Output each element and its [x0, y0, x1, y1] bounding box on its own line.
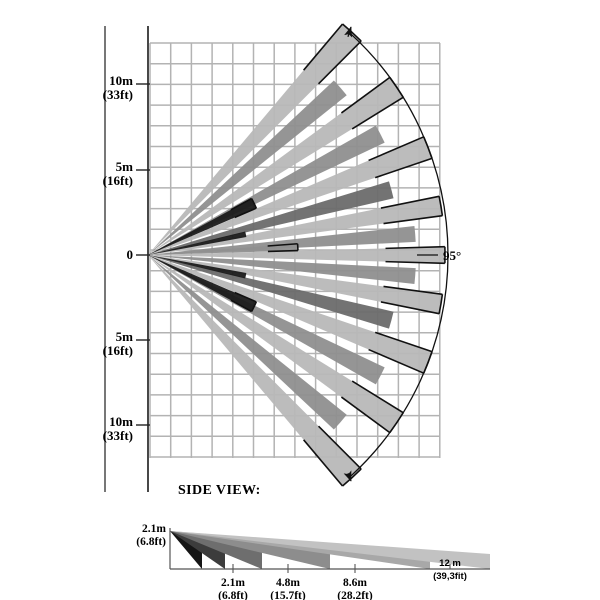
short-range-beams	[148, 197, 299, 313]
y-axis-label-imperial: (33ft)	[103, 428, 133, 443]
short-beam-wedge-edge	[230, 299, 252, 313]
beam-wedge-edge	[385, 260, 445, 265]
arc-arrow-top	[344, 26, 353, 38]
side-view-distance-imperial: (28.2ft)	[337, 590, 373, 600]
side-view-section: 2.1m(6.8ft)2.1m(6.8ft)4.8m(15.7ft)8.6m(2…	[136, 523, 490, 600]
short-beam-wedge-edge	[230, 197, 252, 211]
short-beam-wedge-edge	[234, 207, 257, 219]
beam-wedge	[148, 255, 362, 487]
y-axis-label-metric: 5m	[116, 159, 134, 174]
short-beam-wedge	[148, 255, 257, 312]
side-view-wedge	[170, 531, 490, 569]
side-view-wedge	[170, 531, 330, 569]
beam-wedge-edge	[380, 301, 440, 315]
y-axis-label-metric: 0	[127, 247, 134, 262]
y-axis-label-imperial: (16ft)	[103, 343, 133, 358]
beam-wedge	[148, 255, 347, 430]
side-view-wedge	[170, 531, 430, 569]
short-beam-wedge	[148, 243, 298, 255]
side-view-distance-imperial: (6.8ft)	[218, 590, 248, 600]
beam-wedge	[148, 226, 416, 255]
beam-wedge-edge	[317, 425, 362, 470]
y-axis-label-metric: 10m	[109, 73, 133, 88]
beam-wedge	[148, 136, 432, 255]
side-view-height-metric: 2.1m	[142, 523, 166, 535]
side-view-distance-metric: 2.1m	[221, 577, 245, 589]
beam-wedge	[148, 246, 445, 264]
arc-arrow-bottom	[343, 470, 352, 482]
beam-wedge-edge	[340, 396, 391, 434]
short-beam-wedge	[148, 198, 257, 255]
short-beam-wedge	[148, 231, 247, 255]
beam-wedge-edge	[368, 136, 425, 162]
side-view-distance-metric: 8.6m	[343, 577, 367, 589]
detection-beams	[148, 23, 446, 487]
beam-wedge-edge	[374, 157, 433, 179]
y-axis-label-metric: 5m	[116, 329, 134, 344]
beam-wedge-edge	[340, 76, 391, 114]
side-view-title: SIDE VIEW:	[178, 483, 261, 498]
beam-wedge-edge	[303, 439, 344, 487]
beam-wedge-edge	[303, 23, 344, 71]
beam-wedge-edge	[351, 380, 404, 414]
side-view-height-imperial: (6.8ft)	[136, 536, 166, 548]
beam-wedge	[148, 255, 416, 284]
beam-wedge	[148, 255, 404, 433]
angle-label: 95°	[443, 248, 461, 263]
short-beam-wedge-edge	[267, 242, 298, 247]
side-view-distance-imperial: (39,3fit)	[433, 571, 467, 582]
y-axis-labels: 10m(33ft)5m(16ft)05m(16ft)10m(33ft)	[103, 73, 150, 443]
y-axis-label-metric: 10m	[109, 414, 133, 429]
side-view-wedge	[170, 531, 262, 569]
short-beam-wedge	[148, 255, 247, 279]
beam-wedge-edge	[374, 331, 433, 353]
y-axis-label-imperial: (33ft)	[103, 87, 133, 102]
side-view-distance-imperial: (15.7ft)	[270, 590, 306, 600]
beam-wedge	[148, 255, 432, 374]
short-beam-wedge-edge	[234, 291, 257, 303]
beam-wedge	[148, 77, 404, 256]
side-view-distance-metric: 4.8m	[276, 577, 300, 589]
coverage-arc	[343, 26, 449, 482]
short-beam-wedge-edge	[267, 249, 298, 253]
side-view-distance-metric: 12 m	[439, 558, 461, 569]
beam-wedge-edge	[368, 348, 425, 374]
beam-wedge-edge	[383, 285, 443, 296]
beam-wedge	[148, 125, 385, 255]
beam-wedge-edge	[380, 195, 440, 209]
beam-wedge	[148, 255, 394, 329]
beam-wedge-edge	[351, 96, 404, 130]
beam-wedge-edge	[317, 40, 362, 85]
beam-wedge	[148, 255, 385, 385]
beam-wedge-edge	[385, 245, 445, 250]
beam-wedge	[148, 23, 362, 255]
beam-wedge	[148, 181, 394, 255]
beam-wedge	[148, 80, 347, 255]
beam-wedge-edge	[383, 214, 443, 225]
y-axis-label-imperial: (16ft)	[103, 173, 133, 188]
short-beam-wedge-cap	[250, 301, 258, 312]
frame-rules	[104, 26, 149, 492]
coverage-arc-path	[350, 33, 449, 477]
